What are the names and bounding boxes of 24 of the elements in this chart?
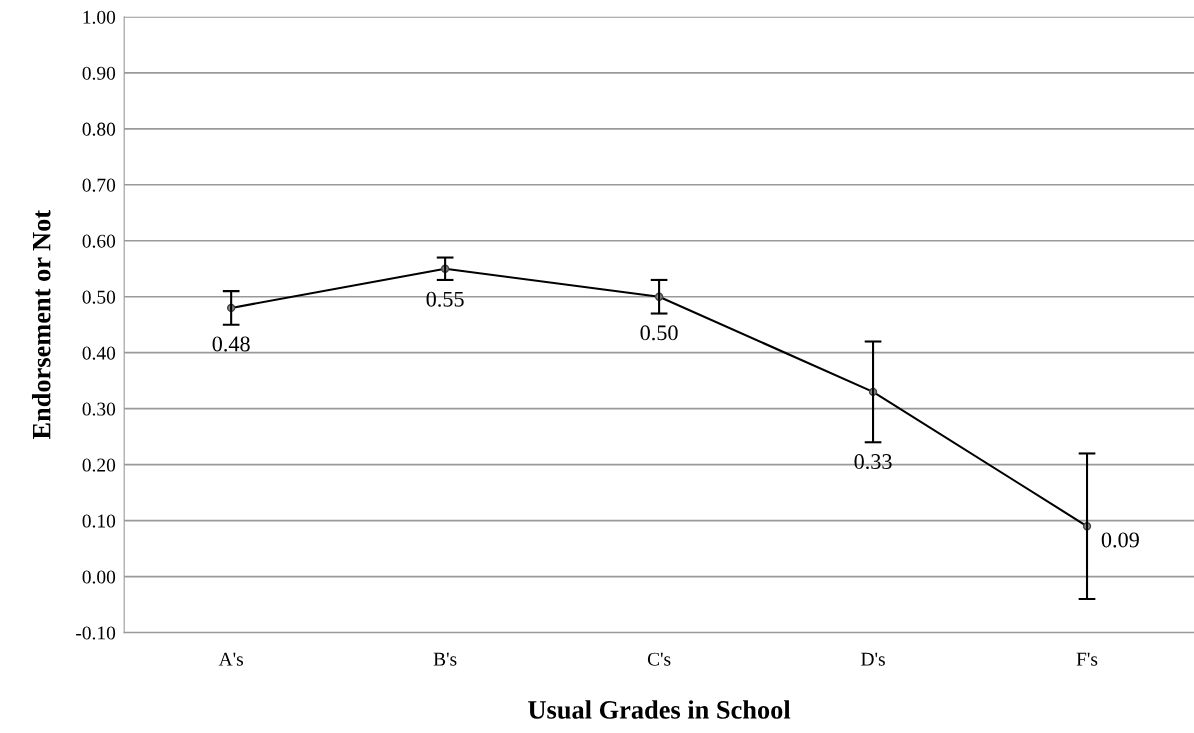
x-tick-label: B's [433, 652, 457, 666]
y-tick-label: 0.20 [82, 458, 116, 472]
y-tick-label: 0.50 [82, 290, 116, 304]
data-label: 0.33 [854, 454, 892, 470]
y-tick-label: 0.10 [82, 514, 116, 528]
data-label: 0.50 [640, 325, 678, 341]
y-tick-label: 0.60 [82, 234, 116, 248]
y-tick-label: 0.00 [82, 570, 116, 584]
y-tick-label: 0.40 [82, 346, 116, 360]
data-label: 0.48 [212, 336, 250, 352]
x-tick-label: A's [218, 652, 244, 666]
y-tick-label: 0.90 [82, 66, 116, 80]
y-tick-label: 0.80 [82, 122, 116, 136]
x-axis-title: Usual Grades in School [528, 700, 791, 719]
x-tick-label: F's [1076, 652, 1098, 666]
data-label: 0.55 [426, 291, 464, 307]
y-axis-title: Endorsement or Not [31, 210, 51, 440]
data-label: 0.09 [1101, 532, 1139, 548]
y-tick-label: -0.10 [76, 626, 116, 640]
x-tick-label: C's [647, 652, 671, 666]
y-tick-label: 1.00 [83, 10, 116, 24]
y-tick-label: 0.70 [82, 178, 116, 192]
y-tick-label: 0.30 [82, 402, 116, 416]
x-tick-label: D's [861, 652, 885, 666]
